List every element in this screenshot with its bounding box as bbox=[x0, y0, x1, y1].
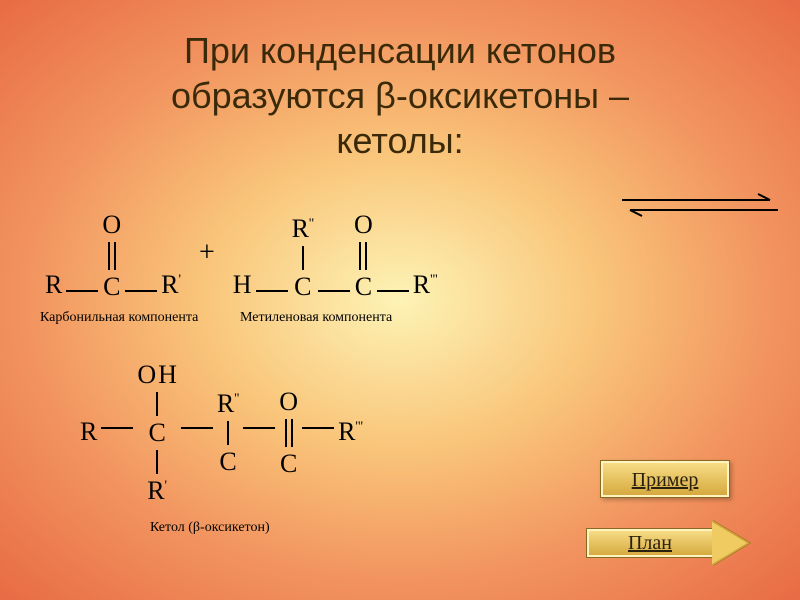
atom-R-group: R''' bbox=[413, 270, 438, 300]
atom-H: H bbox=[158, 360, 177, 390]
reactant-2: H R'' C O C R''' bbox=[233, 210, 438, 302]
reactant-1: R O C R' bbox=[45, 210, 181, 302]
atom-O: O bbox=[102, 210, 121, 240]
plus-sign: + bbox=[199, 237, 215, 269]
ch-col: R'' C bbox=[292, 214, 314, 302]
atom-Rppp: R bbox=[338, 417, 355, 446]
atom-R-group: R''' bbox=[338, 417, 363, 447]
atom-Rppp: R bbox=[413, 270, 430, 299]
c2-col: R'' C bbox=[217, 389, 239, 477]
title-line2: образуются β-оксикетоны – bbox=[50, 73, 750, 118]
title-line1: При конденсации кетонов bbox=[50, 28, 750, 73]
bond bbox=[101, 427, 133, 429]
carbonyl-col: O C bbox=[102, 210, 121, 302]
bond bbox=[227, 421, 229, 445]
prime: '' bbox=[309, 216, 314, 231]
atom-R-group: R'' bbox=[217, 389, 239, 419]
prime: '' bbox=[234, 391, 239, 406]
example-button[interactable]: Пример bbox=[600, 460, 730, 498]
bond bbox=[125, 290, 157, 292]
plan-label: План bbox=[586, 528, 714, 558]
product-structure: R O H C R' R'' C O C bbox=[80, 360, 363, 506]
double-bond bbox=[111, 242, 113, 270]
bond bbox=[377, 290, 409, 292]
atom-C: C bbox=[280, 449, 297, 479]
atom-Rpp: R bbox=[292, 214, 309, 243]
prime: ''' bbox=[355, 419, 363, 434]
reaction-row: R O C R' + H R'' C O C R''' bbox=[45, 210, 760, 302]
caption-methylene: Метиленовая компонента bbox=[240, 310, 392, 326]
atom-H: H bbox=[233, 270, 252, 300]
slide-title: При конденсации кетонов образуются β-окс… bbox=[50, 28, 750, 163]
atom-R-group: R'' bbox=[292, 214, 314, 244]
double-bond bbox=[362, 242, 364, 270]
bond bbox=[302, 427, 334, 429]
atom-C: C bbox=[219, 447, 236, 477]
bond bbox=[66, 290, 98, 292]
caption-ketol: Кетол (β-оксикетон) bbox=[150, 520, 290, 536]
bond bbox=[156, 392, 158, 416]
caption-carbonyl: Карбонильная компонента bbox=[40, 310, 198, 326]
title-line3: кетолы: bbox=[50, 118, 750, 163]
bond bbox=[156, 450, 158, 474]
equilibrium-arrow-icon bbox=[620, 190, 780, 220]
atom-O: O bbox=[354, 210, 373, 240]
c3-col: O C bbox=[279, 387, 298, 479]
atom-C: C bbox=[355, 272, 372, 302]
plan-button[interactable]: План bbox=[586, 520, 756, 566]
atom-Rpp: R bbox=[217, 389, 234, 418]
bond bbox=[243, 427, 275, 429]
atom-O: O bbox=[279, 387, 298, 417]
prime: ' bbox=[165, 478, 168, 493]
c1-col: O H C R' bbox=[137, 360, 177, 506]
double-bond bbox=[288, 419, 290, 447]
bond bbox=[181, 427, 213, 429]
atom-Rp: R bbox=[161, 270, 178, 299]
atom-C: C bbox=[103, 272, 120, 302]
atom-C: C bbox=[294, 272, 311, 302]
atom-C: C bbox=[148, 418, 165, 448]
bond bbox=[318, 290, 350, 292]
prime: ''' bbox=[430, 272, 438, 287]
prime: ' bbox=[178, 272, 181, 287]
atom-R-group: R' bbox=[147, 476, 167, 506]
atom-Rp: R bbox=[147, 476, 164, 505]
atom-R: R bbox=[80, 417, 97, 447]
carbonyl-col-2: O C bbox=[354, 210, 373, 302]
atom-R: R bbox=[45, 270, 62, 300]
atom-R-group: R' bbox=[161, 270, 181, 300]
bond bbox=[256, 290, 288, 292]
bond bbox=[302, 246, 304, 270]
atom-O: O bbox=[137, 360, 156, 390]
